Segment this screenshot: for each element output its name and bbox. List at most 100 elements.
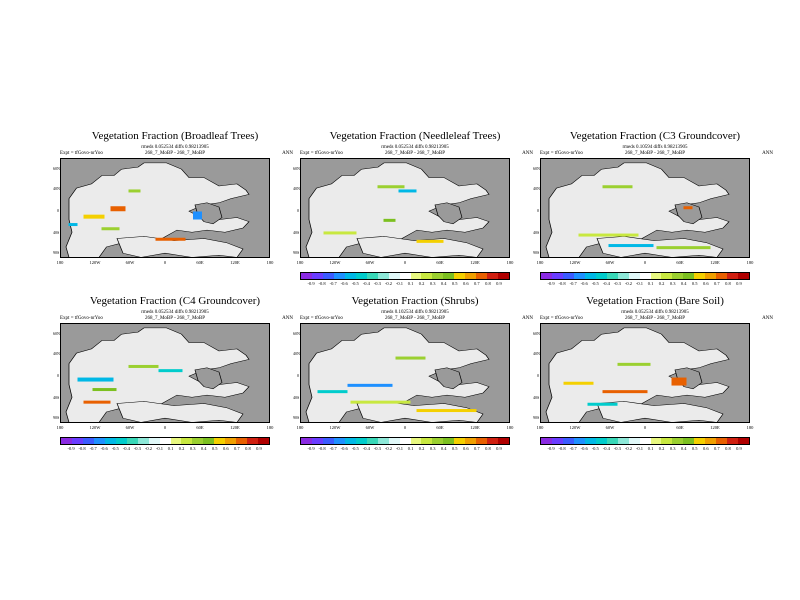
map-area (300, 158, 510, 258)
panel-stats: rmeds 0.102534 diffs 0.98213905 (381, 310, 449, 315)
lon-tick: 120W (329, 425, 341, 430)
colorbar-tick-label: -0.6 (340, 446, 348, 451)
colorbar-tick-label: 0.3 (429, 281, 436, 286)
colorbar-labels: -0.9 -0.8 -0.7 -0.6 -0.5 -0.4 -0.3 -0.2 -0.1 0.1 0… (60, 446, 270, 454)
lat-tick: 0 (537, 373, 539, 378)
lat-tick: 40N (293, 351, 300, 356)
lon-tick: 180 (56, 425, 64, 430)
colorbar-tick-label: 0.9 (736, 446, 742, 451)
lon-tick: 120W (569, 425, 581, 430)
comparison-label: 268_7_MoBP - 268_7_MoBP (144, 151, 206, 156)
panel-stats: rmeds 0.052534 diffs 0.98213905 (141, 145, 209, 150)
lon-tick: 60E (196, 425, 204, 430)
lon-tick: 180 (266, 425, 274, 430)
experiment-label: Expt = tfGovo-nrYoo (60, 316, 103, 321)
map-area (300, 323, 510, 423)
colorbar-tick-label: -0.9 (307, 281, 315, 286)
colorbar-tick-label: 0.1 (647, 446, 654, 451)
colorbar-tick-label: 0.9 (496, 446, 502, 451)
colorbar-tick-label: 0.7 (714, 281, 720, 286)
colorbar-labels: -0.9 -0.8 -0.7 -0.6 -0.5 -0.4 -0.3 -0.2 -0.1 0.1 0… (300, 281, 510, 289)
colorbar-tick-label: 0.6 (702, 281, 709, 286)
map-panel: Vegetation Fraction (Broadleaf Trees) rm… (53, 130, 295, 305)
colorbar-tick-label: 0.1 (407, 446, 414, 451)
lon-tick: 0 (163, 425, 167, 430)
lat-tick: 90S (53, 415, 60, 420)
colorbar-tick-label: 0.1 (647, 281, 654, 286)
lat-tick: 0 (57, 208, 59, 213)
map-area (540, 323, 750, 423)
colorbar-tick-label: 0.5 (451, 446, 458, 451)
colorbar-tick-label: 0.7 (234, 446, 240, 451)
colorbar-tick-label: -0.7 (569, 446, 577, 451)
colorbar-tick-label: -0.8 (318, 281, 326, 286)
lon-tick: 120E (470, 425, 480, 430)
colorbar-tick-label: 0.8 (485, 281, 491, 286)
colorbar-tick-label: 0.8 (485, 446, 491, 451)
experiment-label: Expt = tfGovo-nrYoo (300, 316, 343, 321)
lat-tick: 60N (533, 331, 540, 336)
lon-tick: 120W (329, 260, 341, 265)
lat-tick: 40N (533, 351, 540, 356)
colorbar-tick-label: -0.8 (78, 446, 86, 451)
comparison-label: 268_7_MoBP - 268_7_MoBP (624, 316, 686, 321)
lat-tick: 90S (53, 250, 60, 255)
colorbar-tick-label: -0.9 (547, 446, 555, 451)
panel-stats: rmeds 0.052534 diffs 0.98213905 (381, 145, 449, 150)
colorbar-tick-label: 0.4 (440, 446, 447, 451)
season-label: ANN (522, 316, 533, 321)
experiment-label: Expt = tfGovo-nrYoo (300, 151, 343, 156)
colorbar-tick-label: 0.7 (474, 281, 480, 286)
lon-tick: 60E (676, 425, 684, 430)
colorbar-tick-label: 0.2 (418, 281, 425, 286)
colorbar-tick-label: -0.3 (373, 281, 381, 286)
lon-tick: 120E (230, 425, 240, 430)
colorbar-tick-label: -0.4 (122, 446, 130, 451)
colorbar-tick-label: 0.8 (725, 446, 731, 451)
lon-tick: 120W (89, 425, 101, 430)
lat-tick: 40S (53, 395, 60, 400)
colorbar (60, 437, 270, 445)
colorbar-tick-label: -0.5 (591, 281, 599, 286)
lon-axis: 180 120W 60W 0 60E 120E 180 (56, 425, 274, 433)
lon-tick: 120E (710, 260, 720, 265)
colorbar-labels: -0.9 -0.8 -0.7 -0.6 -0.5 -0.4 -0.3 -0.2 -0.1 0.1 0… (540, 281, 750, 289)
colorbar (540, 272, 750, 280)
colorbar-labels: -0.9 -0.8 -0.7 -0.6 -0.5 -0.4 -0.3 -0.2 -0.1 0.1 0… (300, 446, 510, 454)
lat-tick: 60N (533, 166, 540, 171)
colorbar-tick-label: -0.6 (100, 446, 108, 451)
lon-tick: 180 (506, 260, 514, 265)
colorbar-tick-label: -0.7 (89, 446, 97, 451)
colorbar-tick-label: 0.7 (714, 446, 720, 451)
lon-tick: 180 (506, 425, 514, 430)
map-area (60, 158, 270, 258)
colorbar-tick-label: -0.1 (635, 446, 644, 451)
colorbar-tick-label: 0.3 (429, 446, 436, 451)
season-label: ANN (522, 151, 533, 156)
experiment-label: Expt = tfGovo-nrYoo (540, 316, 583, 321)
panel-title: Vegetation Fraction (C4 Groundcover) (89, 295, 261, 307)
colorbar-tick-label: 0.9 (496, 281, 502, 286)
lon-tick: 60E (436, 425, 444, 430)
colorbar-tick-label: -0.5 (351, 281, 359, 286)
colorbar-tick-label: -0.9 (307, 446, 315, 451)
lon-tick: 120E (470, 260, 480, 265)
lat-tick: 90S (293, 415, 300, 420)
lat-tick: 40S (293, 395, 300, 400)
colorbar-tick-label: -0.5 (351, 446, 359, 451)
season-label: ANN (762, 151, 773, 156)
lon-tick: 0 (643, 260, 647, 265)
lon-tick: 120E (230, 260, 240, 265)
lat-tick: 0 (57, 373, 59, 378)
colorbar-tick-label: 0.1 (167, 446, 174, 451)
colorbar-tick-label: -0.1 (395, 446, 404, 451)
colorbar-tick-label: 0.2 (418, 446, 425, 451)
colorbar-tick-label: 0.4 (440, 281, 447, 286)
map-panel: Vegetation Fraction (Bare Soil) rmeds 0.… (533, 295, 775, 470)
lon-tick: 60W (125, 260, 135, 265)
lon-tick: 0 (643, 425, 647, 430)
colorbar-tick-label: 0.6 (702, 446, 709, 451)
colorbar-tick-label: -0.2 (384, 281, 392, 286)
comparison-label: 268_7_MoBP - 268_7_MoBP (384, 316, 446, 321)
colorbar-tick-label: -0.8 (318, 446, 326, 451)
